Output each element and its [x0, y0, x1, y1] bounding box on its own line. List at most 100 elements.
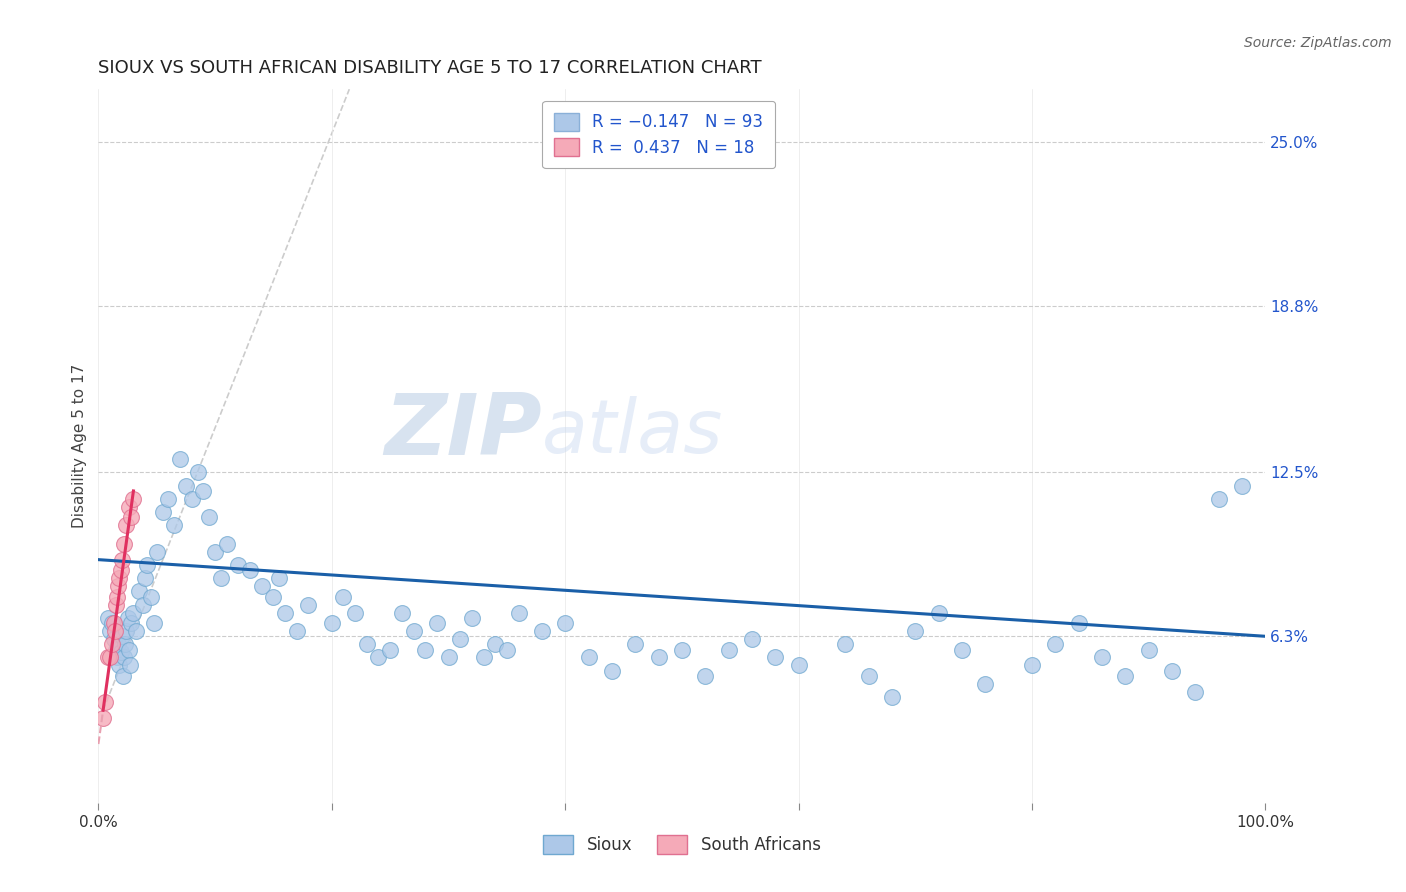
Point [1045, 637, 1067, 651]
Point [717, 642, 740, 657]
Point [1021, 658, 1043, 673]
Point [834, 637, 856, 651]
Point [600, 664, 623, 678]
Point [1067, 616, 1090, 631]
Point [115, 624, 138, 638]
Point [152, 505, 174, 519]
Point [344, 606, 367, 620]
Point [1208, 491, 1230, 506]
Point [112, 537, 135, 551]
Point [380, 642, 402, 657]
Point [647, 650, 669, 665]
Point [104, 642, 127, 657]
Point [108, 571, 131, 585]
Point [787, 658, 810, 673]
Point [285, 624, 308, 638]
Point [204, 545, 226, 559]
Point [110, 645, 132, 659]
Point [118, 642, 141, 657]
Point [125, 624, 148, 638]
Point [402, 624, 425, 638]
Point [118, 500, 141, 514]
Point [107, 637, 129, 651]
Legend: Sioux, South Africans: Sioux, South Africans [531, 824, 832, 866]
Point [98, 624, 121, 638]
Point [578, 650, 600, 665]
Point [215, 537, 238, 551]
Point [136, 558, 159, 572]
Point [198, 510, 221, 524]
Point [904, 624, 927, 638]
Point [496, 642, 519, 657]
Point [269, 571, 291, 585]
Point [624, 637, 647, 651]
Point [105, 650, 128, 665]
Point [94, 695, 117, 709]
Point [250, 579, 273, 593]
Point [98, 650, 121, 665]
Point [108, 658, 131, 673]
Point [169, 452, 191, 467]
Point [132, 598, 155, 612]
Point [508, 606, 530, 620]
Point [880, 690, 903, 704]
Point [671, 642, 693, 657]
Point [332, 590, 354, 604]
Point [101, 616, 124, 631]
Point [1091, 650, 1114, 665]
Point [111, 552, 134, 566]
Point [128, 584, 150, 599]
Point [461, 611, 484, 625]
Point [228, 558, 250, 572]
Point [1230, 478, 1253, 492]
Point [950, 642, 973, 657]
Point [118, 658, 141, 673]
Point [1184, 685, 1206, 699]
Point [110, 563, 132, 577]
Point [122, 606, 145, 620]
Point [1161, 664, 1184, 678]
Text: SIOUX VS SOUTH AFRICAN DISABILITY AGE 5 TO 17 CORRELATION CHART: SIOUX VS SOUTH AFRICAN DISABILITY AGE 5 … [98, 59, 762, 77]
Point [554, 616, 576, 631]
Point [111, 669, 134, 683]
Point [163, 518, 186, 533]
Text: atlas: atlas [541, 396, 723, 467]
Point [112, 650, 135, 665]
Point [472, 650, 495, 665]
Point [741, 632, 763, 646]
Point [356, 637, 378, 651]
Point [139, 590, 162, 604]
Point [437, 650, 460, 665]
Point [157, 491, 180, 506]
Point [367, 650, 389, 665]
Point [1137, 642, 1160, 657]
Point [763, 650, 786, 665]
Point [426, 616, 449, 631]
Point [193, 483, 215, 498]
Point [449, 632, 471, 646]
Point [103, 632, 125, 646]
Y-axis label: Disability Age 5 to 17: Disability Age 5 to 17 [72, 364, 87, 528]
Point [101, 637, 124, 651]
Point [413, 642, 436, 657]
Point [97, 611, 120, 625]
Point [391, 606, 413, 620]
Point [91, 711, 114, 725]
Point [120, 616, 142, 631]
Point [530, 624, 553, 638]
Point [484, 637, 506, 651]
Point [104, 624, 127, 638]
Point [107, 579, 129, 593]
Point [97, 650, 120, 665]
Point [1114, 669, 1136, 683]
Point [695, 669, 717, 683]
Point [174, 478, 197, 492]
Point [321, 616, 343, 631]
Point [146, 545, 169, 559]
Point [143, 616, 166, 631]
Point [274, 606, 297, 620]
Point [180, 491, 202, 506]
Point [115, 518, 138, 533]
Point [105, 590, 128, 604]
Point [209, 571, 232, 585]
